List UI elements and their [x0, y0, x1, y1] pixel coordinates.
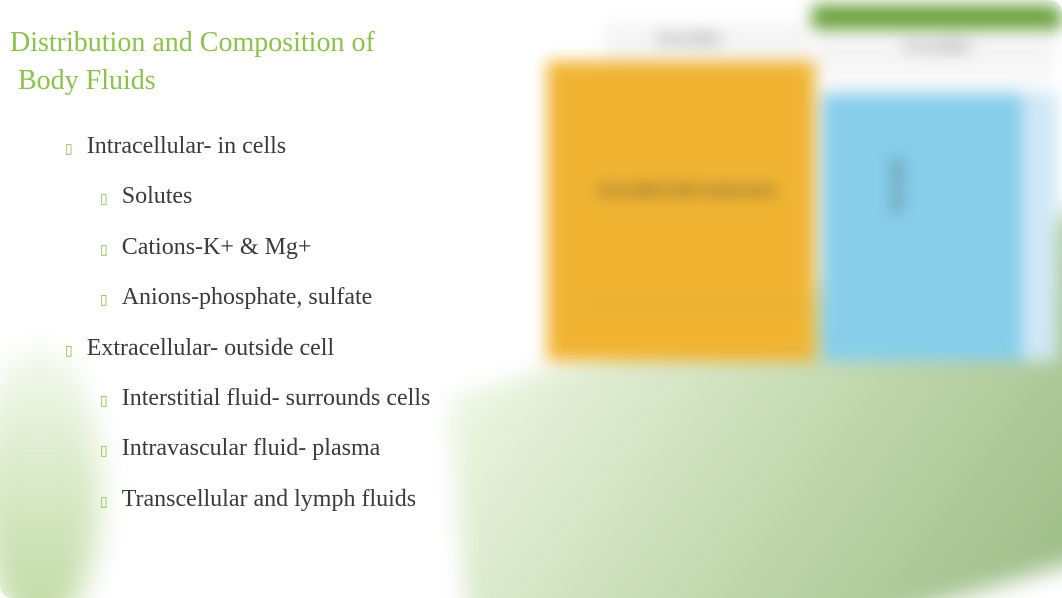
list-item: ▯ Solutes: [100, 180, 545, 212]
intracellular-label: Intracellular fluid compartment: [587, 180, 787, 200]
yellow-box-divider: [582, 305, 802, 306]
list-item: ▯ Intravascular fluid- plasma: [100, 432, 545, 464]
list-item-text: Intracellular- in cells: [87, 130, 286, 162]
content-list: ▯ Intracellular- in cells ▯ Solutes ▯ Ca…: [65, 130, 545, 533]
title-line-2: Body Fluids: [10, 65, 156, 96]
list-item-text: Cations-K+ & Mg+: [122, 231, 312, 263]
title-line-1: Distribution and Composition of: [10, 27, 375, 58]
interstitial-box: [822, 93, 1022, 361]
fluid-compartment-diagram: Intracellular Extracellular Intracellula…: [527, 5, 1062, 370]
diagram-header-green: [812, 5, 1062, 29]
slide: Distribution and Composition of Body Flu…: [0, 0, 1062, 598]
interstitial-label: Interstitial: [890, 158, 905, 213]
list-item-text: Interstitial fluid- surrounds cells: [122, 382, 431, 414]
diagram-header-label-left: Intracellular: [657, 31, 722, 46]
list-item-text: Extracellular- outside cell: [87, 332, 334, 364]
bullet-icon: ▯: [100, 288, 108, 310]
list-item: ▯ Transcellular and lymph fluids: [100, 483, 545, 515]
list-item: ▯ Anions-phosphate, sulfate: [100, 281, 545, 313]
bullet-icon: ▯: [100, 187, 108, 209]
bullet-icon: ▯: [100, 490, 108, 512]
bullet-icon: ▯: [100, 238, 108, 260]
diagram-header-label-right: Extracellular: [904, 39, 972, 54]
plasma-box: [1022, 93, 1057, 361]
list-item: ▯ Intracellular- in cells: [65, 130, 545, 162]
list-item-text: Transcellular and lymph fluids: [122, 483, 416, 515]
bullet-icon: ▯: [65, 137, 73, 159]
intracellular-box: [547, 61, 815, 361]
list-item: ▯ Extracellular- outside cell: [65, 332, 545, 364]
list-item-text: Solutes: [122, 180, 193, 212]
bullet-icon: ▯: [65, 339, 73, 361]
diagram-subheader-right: [817, 69, 1052, 89]
list-item-text: Intravascular fluid- plasma: [122, 432, 381, 464]
list-item: ▯ Interstitial fluid- surrounds cells: [100, 382, 545, 414]
slide-title: Distribution and Composition of Body Flu…: [10, 24, 430, 100]
list-item-text: Anions-phosphate, sulfate: [122, 281, 373, 313]
bullet-icon: ▯: [100, 389, 108, 411]
bullet-icon: ▯: [100, 439, 108, 461]
list-item: ▯ Cations-K+ & Mg+: [100, 231, 545, 263]
